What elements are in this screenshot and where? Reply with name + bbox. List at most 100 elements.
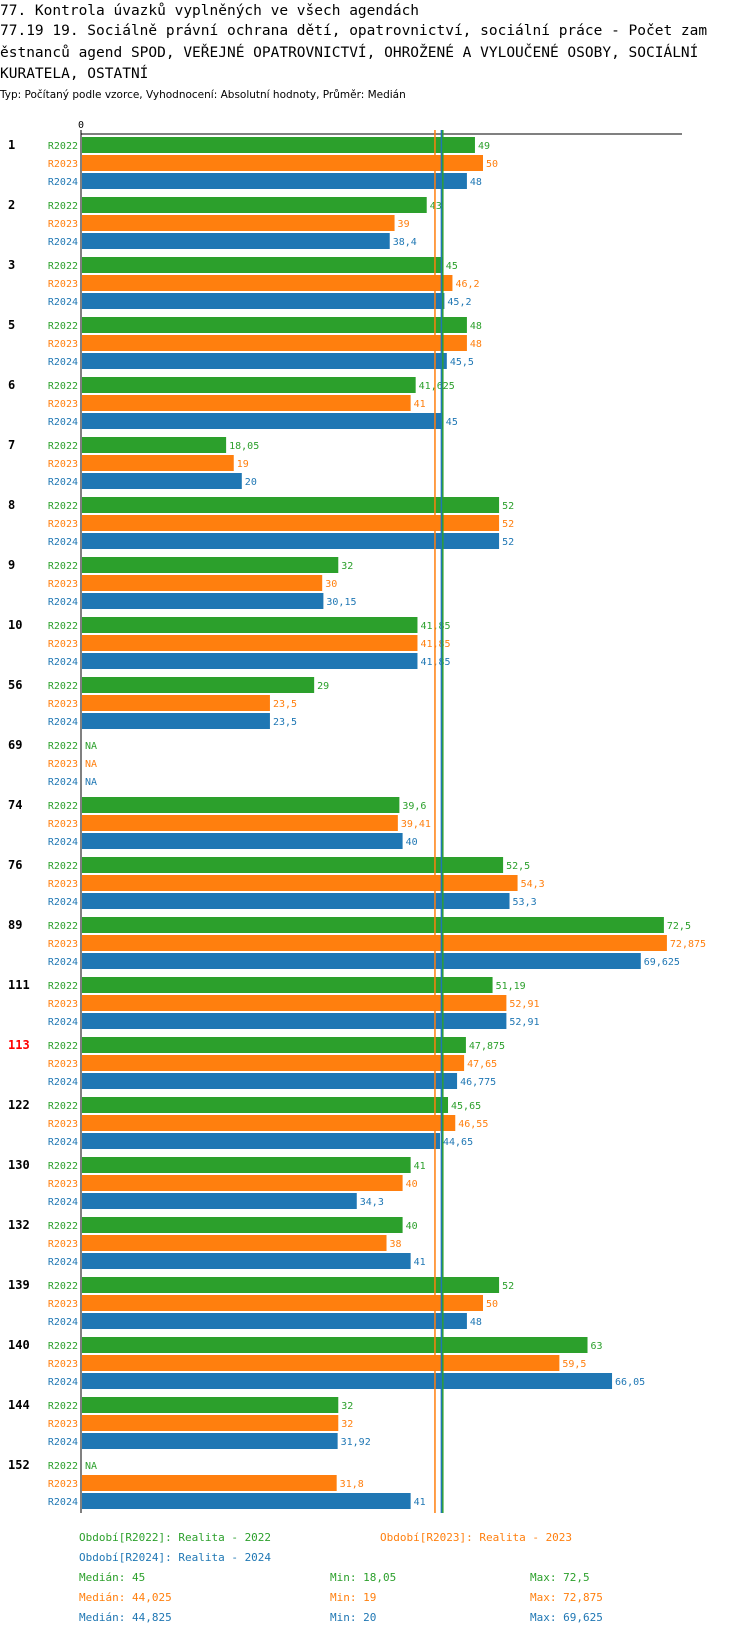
- value-label-5-r2023: 48: [470, 339, 482, 350]
- series-label-130-r2024: R2024: [48, 1197, 78, 1208]
- value-label-74-r2023: 39,41: [401, 819, 431, 830]
- bar-89-r2022: [82, 917, 664, 933]
- value-label-7-r2022: 18,05: [229, 441, 259, 452]
- series-label-6-r2024: R2024: [48, 417, 78, 428]
- group-label-139: 139: [8, 1278, 30, 1292]
- series-label-74-r2023: R2023: [48, 819, 78, 830]
- series-label-7-r2024: R2024: [48, 477, 78, 488]
- series-label-140-r2023: R2023: [48, 1359, 78, 1370]
- series-label-3-r2024: R2024: [48, 297, 78, 308]
- value-label-113-r2024: 46,775: [460, 1077, 496, 1088]
- value-label-7-r2024: 20: [245, 477, 257, 488]
- series-label-6-r2022: R2022: [48, 381, 78, 392]
- value-label-56-r2024: 23,5: [273, 717, 297, 728]
- value-label-1-r2023: 50: [486, 159, 498, 170]
- group-label-7: 7: [8, 438, 15, 452]
- series-label-5-r2024: R2024: [48, 357, 78, 368]
- value-label-130-r2024: 34,3: [360, 1197, 384, 1208]
- bar-130-r2022: [82, 1157, 411, 1173]
- bar-56-r2022: [82, 677, 315, 693]
- stat-max-r2023: Max: 72,875: [530, 1591, 603, 1604]
- value-label-144-r2022: 32: [341, 1401, 353, 1412]
- group-label-56: 56: [8, 678, 22, 692]
- series-label-10-r2022: R2022: [48, 621, 78, 632]
- bar-7-r2022: [82, 437, 227, 453]
- bar-8-r2023: [82, 515, 500, 531]
- value-label-144-r2024: 31,92: [341, 1437, 371, 1448]
- bar-5-r2023: [82, 335, 467, 351]
- bar-1-r2023: [82, 155, 483, 171]
- chart-subtitle: Typ: Počítaný podle vzorce, Vyhodnocení:…: [0, 89, 406, 101]
- bar-111-r2024: [82, 1013, 507, 1029]
- series-label-130-r2023: R2023: [48, 1179, 78, 1190]
- series-label-132-r2023: R2023: [48, 1239, 78, 1250]
- value-label-130-r2022: 41: [414, 1161, 426, 1172]
- group-label-130: 130: [8, 1158, 30, 1172]
- series-label-152-r2023: R2023: [48, 1479, 78, 1490]
- series-label-140-r2022: R2022: [48, 1341, 78, 1352]
- legend-item-r2024: Období[R2024]: Realita - 2024: [79, 1551, 272, 1564]
- series-label-8-r2022: R2022: [48, 501, 78, 512]
- group-label-76: 76: [8, 858, 22, 872]
- value-label-152-r2022: NA: [85, 1461, 97, 1472]
- bar-10-r2022: [82, 617, 418, 633]
- group-label-10: 10: [8, 618, 22, 632]
- group-label-8: 8: [8, 498, 15, 512]
- bar-8-r2024: [82, 533, 500, 549]
- series-label-9-r2024: R2024: [48, 597, 78, 608]
- series-label-1-r2024: R2024: [48, 177, 78, 188]
- series-label-111-r2023: R2023: [48, 999, 78, 1010]
- value-label-139-r2024: 48: [470, 1317, 482, 1328]
- value-label-9-r2022: 32: [341, 561, 353, 572]
- series-label-2-r2022: R2022: [48, 201, 78, 212]
- value-label-76-r2024: 53,3: [513, 897, 537, 908]
- value-label-140-r2023: 59,5: [562, 1359, 586, 1370]
- value-label-8-r2023: 52: [502, 519, 514, 530]
- group-label-132: 132: [8, 1218, 30, 1232]
- bar-56-r2024: [82, 713, 270, 729]
- group-label-3: 3: [8, 258, 15, 272]
- group-label-69: 69: [8, 738, 22, 752]
- value-label-2-r2024: 38,4: [393, 237, 417, 248]
- bar-74-r2024: [82, 833, 403, 849]
- bar-130-r2024: [82, 1193, 357, 1209]
- bar-144-r2024: [82, 1433, 338, 1449]
- bar-152-r2024: [82, 1493, 411, 1509]
- group-label-74: 74: [8, 798, 22, 812]
- group-label-122: 122: [8, 1098, 30, 1112]
- value-label-113-r2022: 47,875: [469, 1041, 505, 1052]
- value-label-2-r2022: 43: [430, 201, 442, 212]
- stat-median-r2024: Medián: 44,825: [79, 1611, 172, 1624]
- series-label-3-r2022: R2022: [48, 261, 78, 272]
- series-label-56-r2023: R2023: [48, 699, 78, 710]
- group-label-9: 9: [8, 558, 15, 572]
- group-label-113: 113: [8, 1038, 30, 1052]
- series-label-89-r2022: R2022: [48, 921, 78, 932]
- value-label-8-r2024: 52: [502, 537, 514, 548]
- value-label-1-r2022: 49: [478, 141, 490, 152]
- bar-76-r2024: [82, 893, 510, 909]
- series-label-152-r2024: R2024: [48, 1497, 78, 1508]
- bar-6-r2022: [82, 377, 416, 393]
- bar-140-r2023: [82, 1355, 560, 1371]
- value-label-140-r2022: 63: [591, 1341, 603, 1352]
- value-label-144-r2023: 32: [341, 1419, 353, 1430]
- series-label-69-r2024: R2024: [48, 777, 78, 788]
- group-label-2: 2: [8, 198, 15, 212]
- value-label-122-r2023: 46,55: [458, 1119, 488, 1130]
- group-label-111: 111: [8, 978, 30, 992]
- value-label-132-r2024: 41: [414, 1257, 426, 1268]
- series-label-111-r2024: R2024: [48, 1017, 78, 1028]
- bar-122-r2024: [82, 1133, 440, 1149]
- series-label-7-r2022: R2022: [48, 441, 78, 452]
- series-label-152-r2022: R2022: [48, 1461, 78, 1472]
- stat-max-r2022: Max: 72,5: [530, 1571, 590, 1584]
- bar-144-r2022: [82, 1397, 339, 1413]
- series-label-7-r2023: R2023: [48, 459, 78, 470]
- group-label-1: 1: [8, 138, 15, 152]
- value-label-69-r2022: NA: [85, 741, 97, 752]
- value-label-113-r2023: 47,65: [467, 1059, 497, 1070]
- bar-113-r2022: [82, 1037, 466, 1053]
- value-label-3-r2023: 46,2: [455, 279, 479, 290]
